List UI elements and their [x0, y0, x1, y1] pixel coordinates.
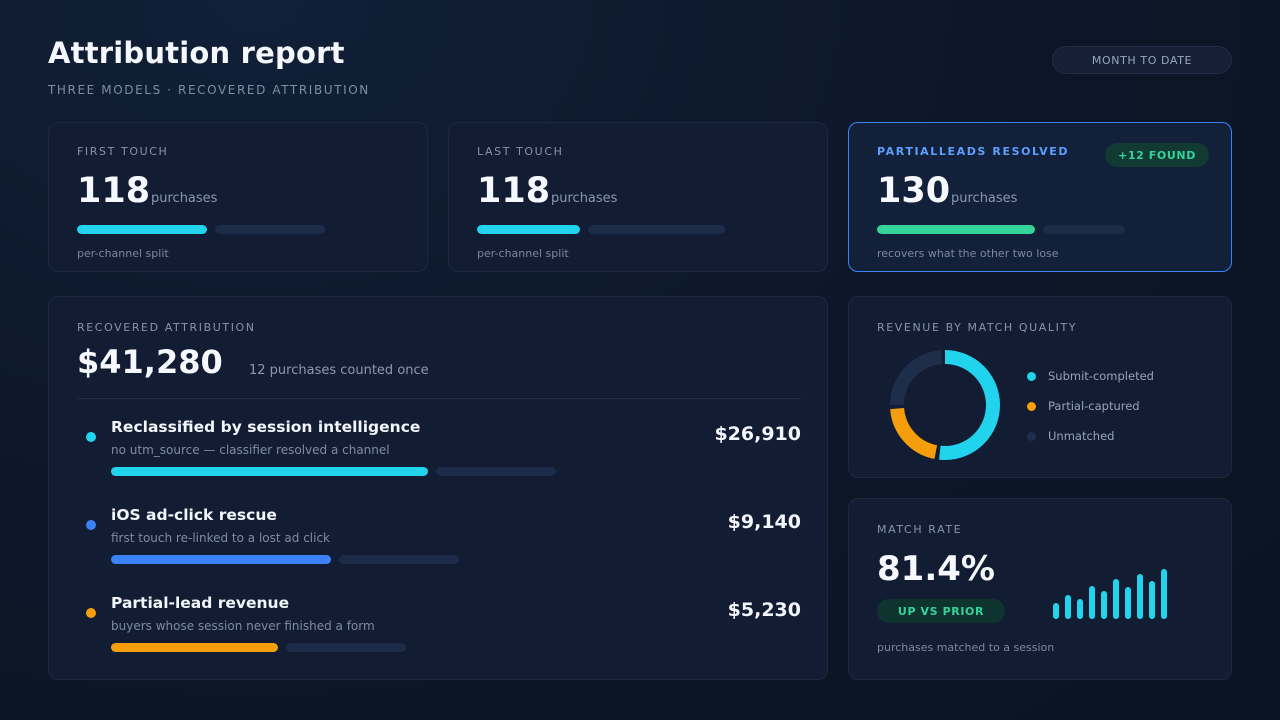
kpi-label: LAST TOUCH	[477, 145, 564, 158]
divider	[77, 398, 801, 399]
row-subtitle: no utm_source — classifier resolved a ch…	[111, 443, 390, 457]
period-selector-button[interactable]: MONTH TO DATE	[1052, 46, 1232, 74]
found-badge: +12 FOUND	[1105, 143, 1209, 167]
row-amount: $9,140	[727, 511, 801, 533]
trend-badge: UP VS PRIOR	[877, 599, 1005, 623]
donut-segment-submit-completed	[890, 350, 1000, 460]
legend-label: Unmatched	[1048, 429, 1115, 443]
kpi-value: 118	[77, 171, 151, 211]
row-dot	[86, 608, 96, 618]
section-label: RECOVERED ATTRIBUTION	[77, 321, 256, 334]
match-rate-sparkline	[1053, 569, 1167, 619]
match-rate-note: purchases matched to a session	[877, 641, 1055, 654]
row-dot	[86, 520, 96, 530]
legend-dot	[1027, 401, 1036, 411]
kpi-unit: purchases	[951, 191, 1018, 206]
spark-bar	[1089, 586, 1095, 619]
match-rate-card: MATCH RATE 81.4% UP VS PRIOR purchases m…	[848, 498, 1232, 680]
recovered-attribution-card: RECOVERED ATTRIBUTION $41,280 12 purchas…	[48, 296, 828, 680]
spark-bar	[1149, 581, 1155, 619]
spark-bar	[1077, 599, 1083, 619]
kpi-bar-track	[215, 225, 325, 234]
spark-bar	[1161, 569, 1167, 619]
kpi-bar-fill	[877, 225, 1035, 234]
recovered-total: $41,280	[77, 343, 223, 381]
legend-label: Submit-completed	[1048, 369, 1154, 383]
kpi-card-partialleads-resolved: PARTIALLEADS RESOLVED +12 FOUND 130 purc…	[848, 122, 1232, 272]
spark-bar	[1125, 587, 1131, 619]
row-bar-fill	[111, 643, 278, 652]
kpi-value: 118	[477, 171, 551, 211]
row-bar-fill	[111, 555, 331, 564]
match-rate-value: 81.4%	[877, 549, 995, 589]
section-label: REVENUE BY MATCH QUALITY	[877, 321, 1078, 334]
kpi-value: 130	[877, 171, 951, 211]
kpi-label: PARTIALLEADS RESOLVED	[877, 145, 1070, 158]
page-title: Attribution report	[48, 36, 345, 70]
kpi-card-first-touch: FIRST TOUCH 118 purchases per-channel sp…	[48, 122, 428, 272]
revenue-by-match-quality-card: REVENUE BY MATCH QUALITY Submit-complete…	[848, 296, 1232, 478]
row-title: iOS ad-click rescue	[111, 506, 277, 524]
match-quality-donut	[890, 350, 1000, 460]
kpi-unit: purchases	[151, 191, 218, 206]
kpi-bar-track	[1043, 225, 1125, 234]
legend-item-submit-completed: Submit-completed	[1027, 369, 1154, 383]
legend-item-partial-captured: Partial-captured	[1027, 399, 1140, 413]
row-title: Reclassified by session intelligence	[111, 418, 421, 436]
kpi-bar-fill	[77, 225, 207, 234]
kpi-note: per-channel split	[477, 247, 569, 260]
section-label: MATCH RATE	[877, 523, 963, 536]
legend-item-unmatched: Unmatched	[1027, 429, 1114, 443]
row-subtitle: buyers whose session never finished a fo…	[111, 619, 375, 633]
kpi-bar-fill	[477, 225, 580, 234]
row-dot	[86, 432, 96, 442]
page-subtitle: THREE MODELS · RECOVERED ATTRIBUTION	[48, 83, 370, 97]
row-bar-track	[436, 467, 556, 476]
kpi-card-last-touch: LAST TOUCH 118 purchases per-channel spl…	[448, 122, 828, 272]
spark-bar	[1101, 591, 1107, 619]
row-bar-track	[286, 643, 406, 652]
recovered-note: 12 purchases counted once	[249, 363, 429, 378]
row-bar-fill	[111, 467, 428, 476]
spark-bar	[1065, 595, 1071, 619]
legend-dot	[1027, 371, 1036, 381]
spark-bar	[1113, 579, 1119, 619]
spark-bar	[1053, 603, 1059, 619]
spark-bar	[1137, 574, 1143, 619]
row-subtitle: first touch re-linked to a lost ad click	[111, 531, 330, 545]
row-amount: $5,230	[727, 599, 801, 621]
row-title: Partial-lead revenue	[111, 594, 290, 612]
row-amount: $26,910	[714, 423, 801, 445]
kpi-bar-track	[588, 225, 725, 234]
legend-label: Partial-captured	[1048, 399, 1140, 413]
kpi-note: recovers what the other two lose	[877, 247, 1059, 260]
row-bar-track	[339, 555, 459, 564]
kpi-note: per-channel split	[77, 247, 169, 260]
kpi-unit: purchases	[551, 191, 618, 206]
kpi-label: FIRST TOUCH	[77, 145, 169, 158]
legend-dot	[1027, 431, 1036, 441]
